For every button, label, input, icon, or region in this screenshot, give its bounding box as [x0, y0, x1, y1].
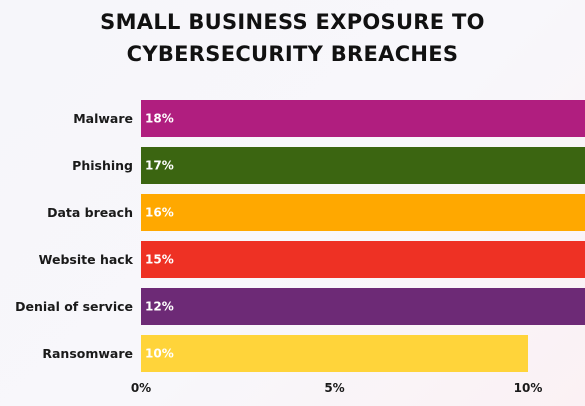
value-label-website-hack: 15%: [145, 253, 174, 267]
category-labels-group: Malware Phishing Data breach Website hack De…: [15, 111, 134, 361]
category-label-website-hack: Website hack: [39, 252, 134, 267]
bar-ransomware: [141, 335, 528, 372]
value-label-ransomware: 10%: [145, 347, 174, 361]
x-tick-label-0: 0%: [131, 381, 151, 395]
chart-title: SMALL BUSINESS EXPOSURE TO CYBERSECURITY…: [0, 6, 585, 70]
x-axis-ticks-group: 0%5%10%15%20%: [131, 381, 543, 395]
x-tick-label-10: 10%: [514, 381, 543, 395]
bar-data-breach: [141, 194, 585, 231]
x-tick-label-5: 5%: [324, 381, 344, 395]
value-label-phishing: 17%: [145, 159, 174, 173]
bar-denial-of-service: [141, 288, 585, 325]
bars-group: [141, 100, 585, 372]
chart-title-line-1: SMALL BUSINESS EXPOSURE TO: [100, 10, 485, 34]
chart-title-line-2: CYBERSECURITY BREACHES: [126, 42, 459, 66]
value-labels-group: 18% 17% 16% 15% 12% 10%: [145, 112, 174, 361]
value-label-malware: 18%: [145, 112, 174, 126]
bar-website-hack: [141, 241, 585, 278]
category-label-data-breach: Data breach: [47, 205, 133, 220]
category-label-ransomware: Ransomware: [42, 346, 133, 361]
category-label-phishing: Phishing: [72, 158, 133, 173]
category-label-malware: Malware: [73, 111, 133, 126]
bar-malware: [141, 100, 585, 137]
value-label-denial-of-service: 12%: [145, 300, 174, 314]
value-label-data-breach: 16%: [145, 206, 174, 220]
category-label-denial-of-service: Denial of service: [15, 299, 133, 314]
bar-phishing: [141, 147, 585, 184]
